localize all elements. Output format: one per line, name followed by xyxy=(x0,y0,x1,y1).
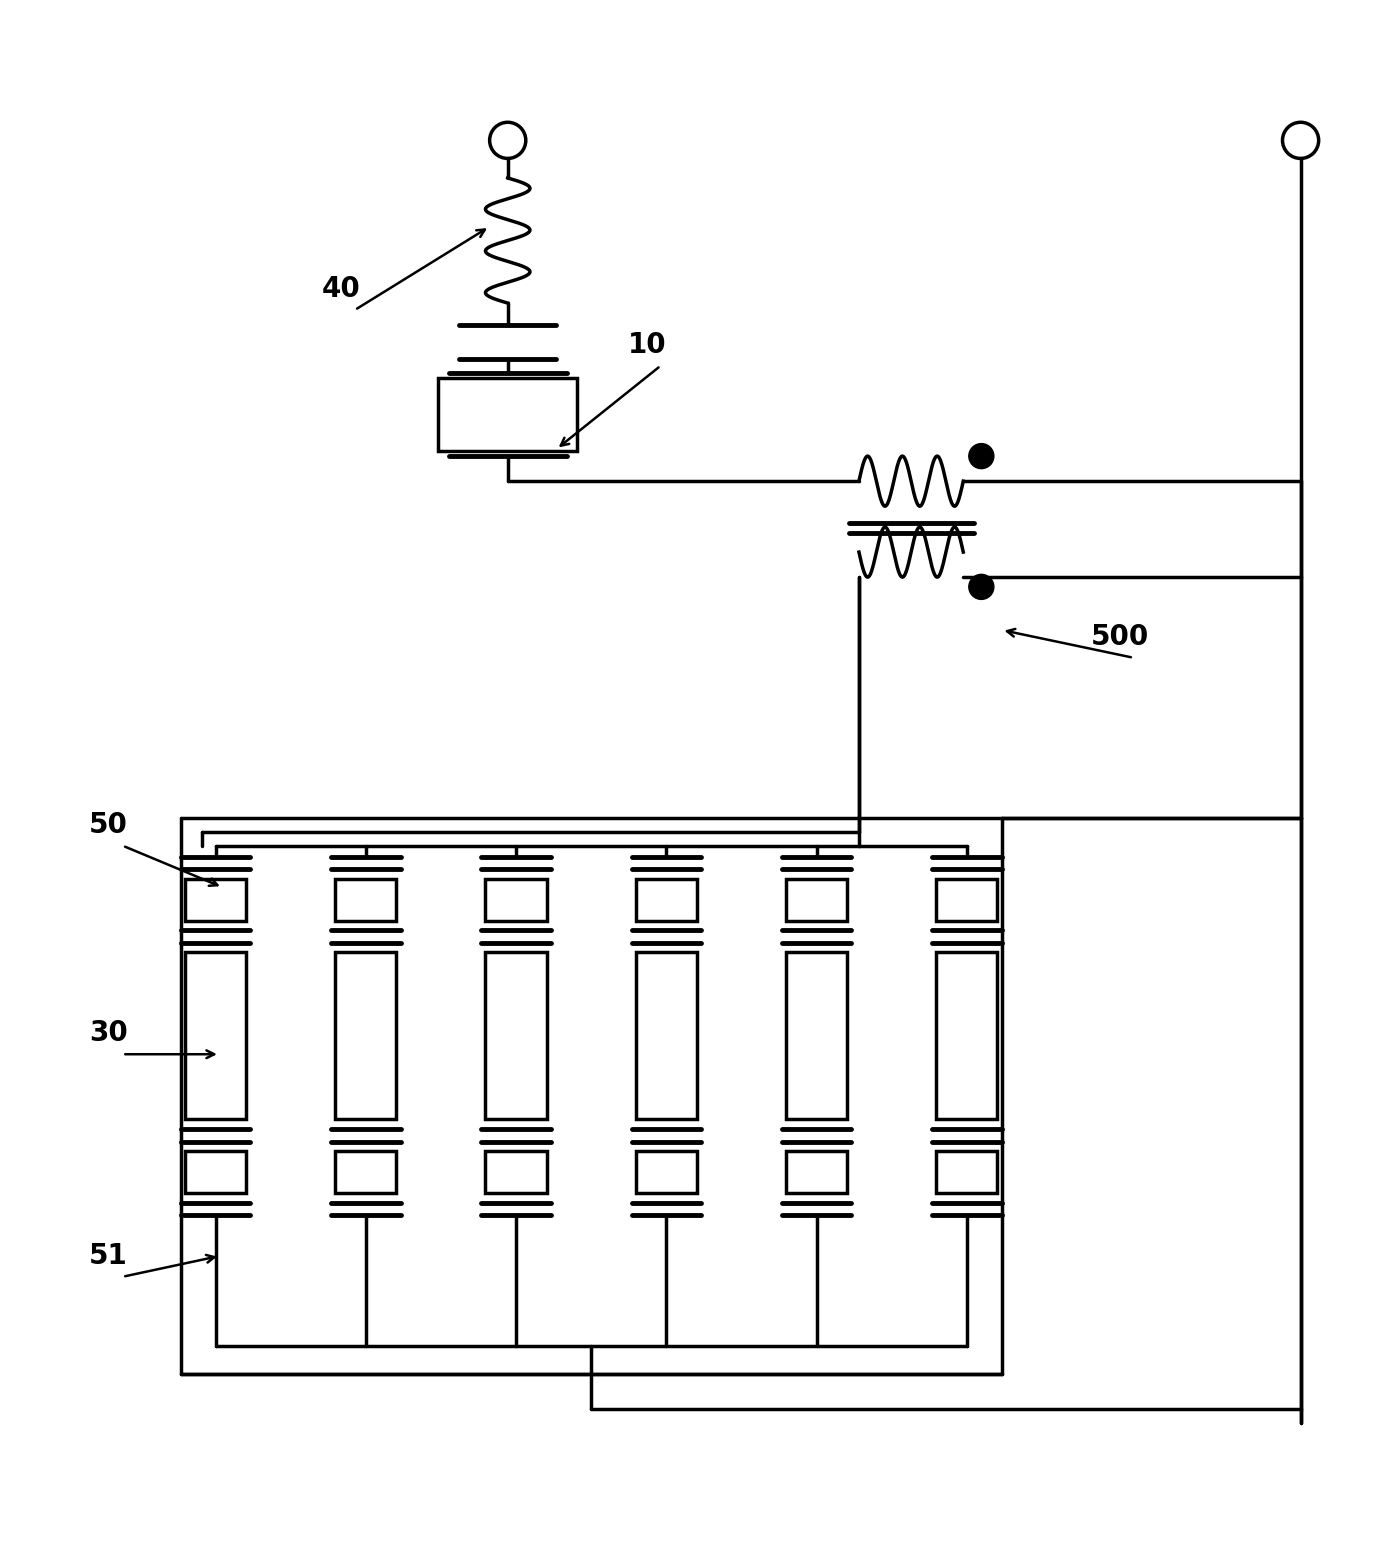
Bar xyxy=(335,1151,396,1193)
Bar xyxy=(936,952,997,1120)
Bar xyxy=(185,1151,246,1193)
Bar xyxy=(786,952,847,1120)
Text: 500: 500 xyxy=(1091,623,1149,651)
Text: 10: 10 xyxy=(627,330,666,359)
Bar xyxy=(936,1151,997,1193)
Bar xyxy=(185,879,246,921)
Bar xyxy=(936,879,997,921)
Text: 40: 40 xyxy=(321,276,360,304)
Bar xyxy=(786,879,847,921)
Bar xyxy=(636,952,697,1120)
Text: 50: 50 xyxy=(89,811,128,839)
Text: 51: 51 xyxy=(89,1242,128,1270)
Bar xyxy=(636,879,697,921)
Bar xyxy=(185,952,246,1120)
Bar xyxy=(485,952,547,1120)
Bar xyxy=(335,952,396,1120)
Bar xyxy=(438,379,577,451)
Circle shape xyxy=(968,575,993,600)
Bar xyxy=(335,879,396,921)
Text: 30: 30 xyxy=(89,1019,128,1048)
Bar xyxy=(636,1151,697,1193)
Circle shape xyxy=(968,443,993,468)
Bar xyxy=(485,1151,547,1193)
Bar xyxy=(485,879,547,921)
Bar xyxy=(786,1151,847,1193)
